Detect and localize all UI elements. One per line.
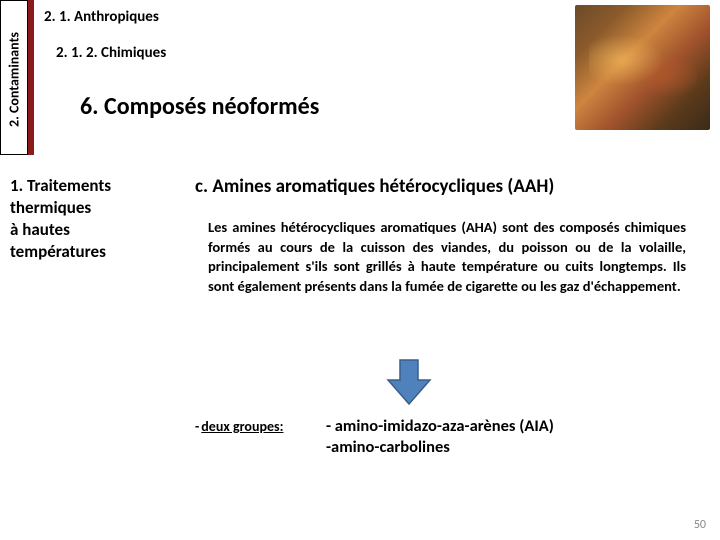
group-item-2: -amino-carbolines — [326, 437, 554, 458]
left-line4: températures — [10, 241, 160, 263]
group-item-1: - amino-imidazo-aza-arènes (AIA) — [326, 416, 554, 437]
groups-list: - amino-imidazo-aza-arènes (AIA) -amino-… — [326, 416, 554, 459]
groups-label: deux groupes: — [195, 418, 283, 435]
breadcrumb-level2: 2. 1. 2. Chimiques — [56, 44, 166, 62]
breadcrumb-level1: 2. 1. Anthropiques — [44, 8, 159, 26]
down-arrow-icon — [386, 358, 432, 406]
page-number: 50 — [694, 518, 706, 532]
subsection-title: c. Amines aromatiques hétérocycliques (A… — [195, 175, 554, 198]
sidebar-tab: 2. Contaminants — [0, 0, 28, 155]
body-paragraph: Les amines hétérocycliques aromatiques (… — [208, 218, 686, 296]
section-title: 6. Composés néoformés — [80, 92, 319, 121]
arrow-path — [388, 360, 430, 404]
left-line3: à hautes — [10, 219, 160, 241]
sidebar-label: 2. Contaminants — [6, 15, 23, 145]
accent-bar — [28, 0, 34, 155]
food-image — [575, 5, 710, 130]
left-line2: thermiques — [10, 197, 160, 219]
left-line1: 1. Traitements — [10, 175, 160, 197]
left-column: 1. Traitements thermiques à hautes tempé… — [10, 175, 160, 263]
